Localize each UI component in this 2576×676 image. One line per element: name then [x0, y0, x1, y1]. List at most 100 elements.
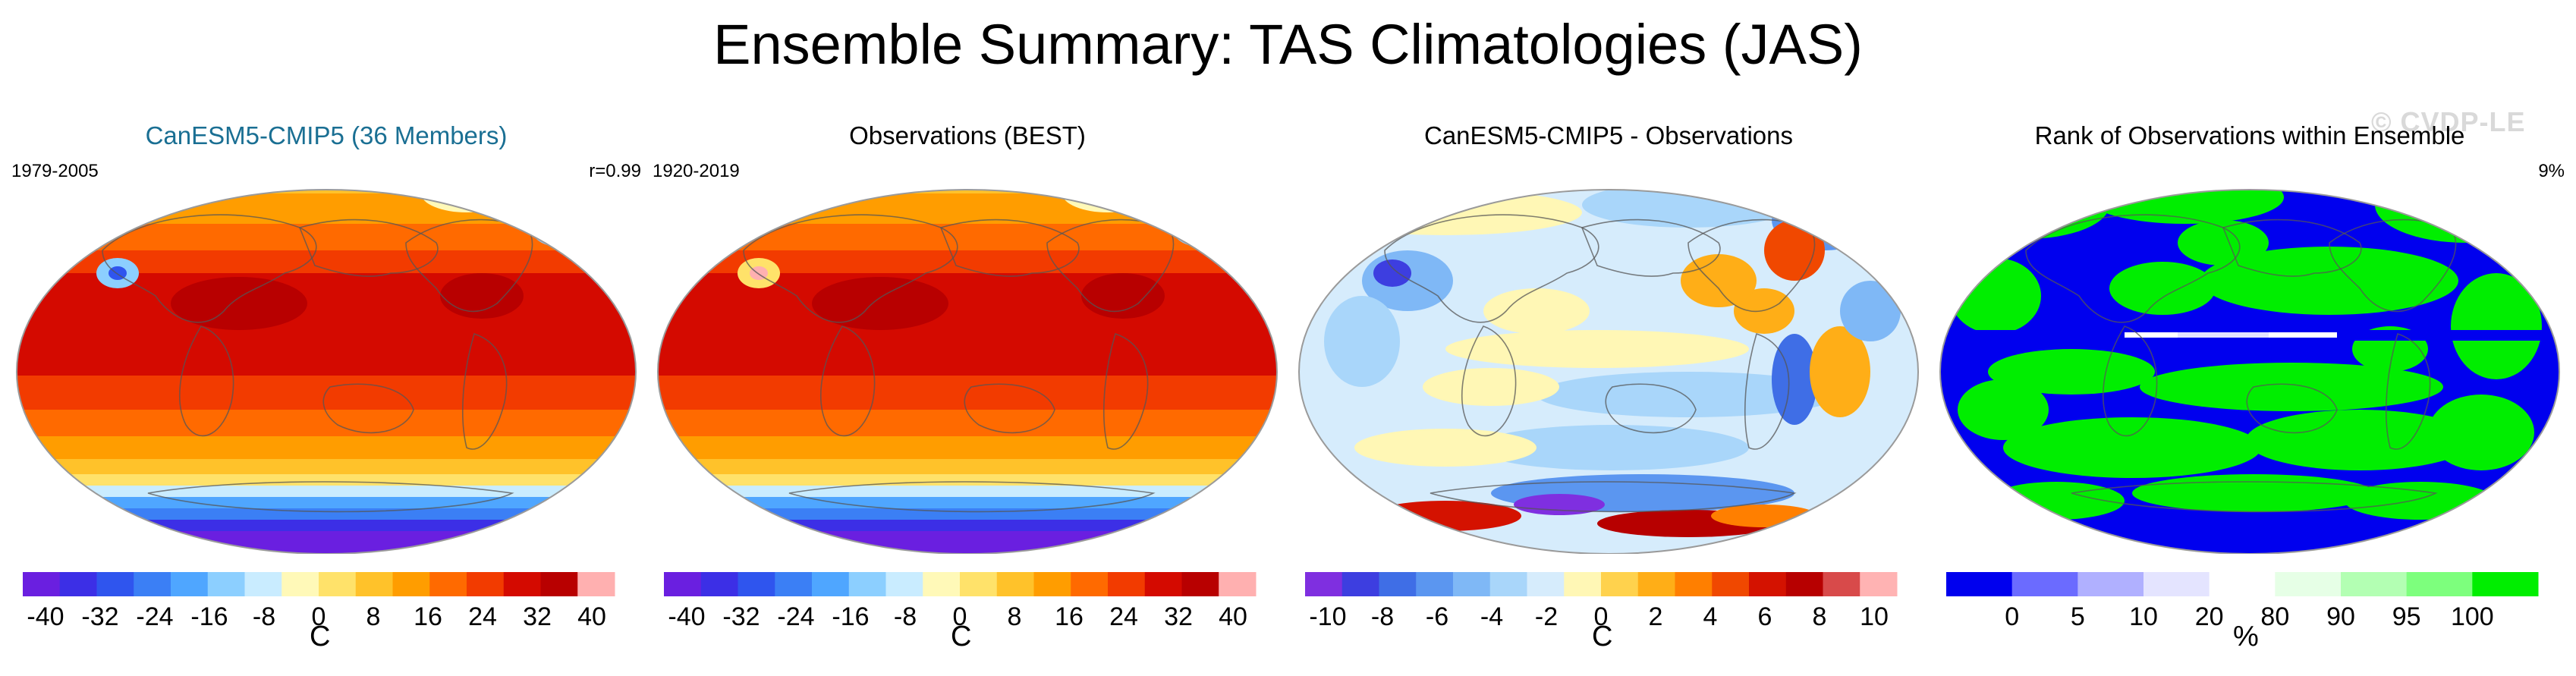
colorbar-tick-label: -16: [190, 602, 228, 631]
coastline: [405, 219, 533, 313]
colorbar-swatch: [996, 572, 1034, 596]
colorbar-tick-label: 24: [468, 602, 497, 631]
colorbar-unit: C: [951, 621, 972, 652]
colorbar-tick-label: 10: [1860, 602, 1889, 631]
colorbar-swatch: [1527, 572, 1565, 596]
colorbar-swatch: [244, 572, 282, 596]
colorbar-tick-label: -32: [81, 602, 118, 631]
colorbar: 0 5 10 20 80 90 95 100: [1946, 572, 2539, 631]
coastline: [462, 332, 508, 450]
colorbar-swatch: [2275, 572, 2342, 596]
colorbar-tick-label: 95: [2392, 602, 2421, 631]
colorbar-swatch: [1416, 572, 1454, 596]
colorbar-swatch: [1379, 572, 1417, 596]
colorbar-swatch: [1305, 572, 1343, 596]
colorbar-tick-label: 16: [1055, 602, 1084, 631]
colorbar-swatch: [1785, 572, 1823, 596]
coastline: [743, 214, 958, 323]
colorbar-swatch: [775, 572, 813, 596]
colorbar-swatch: [207, 572, 245, 596]
map-border: [15, 189, 637, 554]
map-panel: CanESM5-CMIP5 (36 Members) 1979-2005 r=0.9…: [11, 114, 641, 675]
colorbar-tick-label: 90: [2326, 602, 2355, 631]
coastline: [2222, 219, 2362, 277]
colorbar-swatch: [1675, 572, 1713, 596]
colorbar-swatch: [1033, 572, 1071, 596]
colorbar-tick-label: 40: [577, 602, 606, 631]
colorbar-unit: %: [2233, 621, 2259, 652]
colorbar-swatch: [1219, 572, 1257, 596]
colorbar-tick-label: -8: [1371, 602, 1394, 631]
colorbar-swatch: [355, 572, 393, 596]
coastline: [964, 383, 1055, 434]
colorbar-swatch: [2406, 572, 2473, 596]
colorbar-swatch: [2144, 572, 2210, 596]
coastline: [2386, 332, 2431, 450]
coastline: [322, 383, 414, 434]
colorbar-tick-label: -16: [832, 602, 869, 631]
colorbar-swatch: [1637, 572, 1675, 596]
colorbar-tick-label: 20: [2195, 602, 2224, 631]
map-border: [656, 189, 1279, 554]
stat-label: 9%: [2538, 161, 2565, 181]
colorbar-tick-label: -24: [136, 602, 173, 631]
map-panel: Observations (BEST) 1920-2019 -40 -32 -24 -16…: [653, 114, 1282, 675]
colorbar-swatch: [429, 572, 467, 596]
colorbar-tick-label: 5: [2071, 602, 2085, 631]
colorbar-unit: C: [1592, 621, 1613, 652]
colorbar-swatch: [1946, 572, 2013, 596]
coastline: [1384, 214, 1599, 323]
colorbar-swatch: [1860, 572, 1898, 596]
world-map: [656, 189, 1279, 554]
figure-title: Ensemble Summary: TAS Climatologies (JAS…: [713, 13, 1863, 76]
colorbar-swatch: [1108, 572, 1146, 596]
coastline: [102, 214, 317, 323]
world-map: [1939, 189, 2561, 554]
colorbar-tick-label: 80: [2260, 602, 2289, 631]
panel-title: CanESM5-CMIP5 - Observations: [1424, 121, 1793, 149]
colorbar-tick-label: -8: [253, 602, 275, 631]
colorbar-swatch: [2077, 572, 2144, 596]
colorbar-swatch: [134, 572, 171, 596]
coastline: [1046, 219, 1175, 313]
panel-title: Rank of Observations within Ensemble: [2034, 121, 2465, 149]
coastline: [2329, 219, 2457, 313]
colorbar-tick-label: -10: [1309, 602, 1346, 631]
colorbar-swatch: [2472, 572, 2539, 596]
colorbar-tick-label: 32: [523, 602, 552, 631]
colorbar-tick-label: -40: [668, 602, 705, 631]
colorbar-swatch: [1601, 572, 1639, 596]
colorbar-tick-label: 32: [1164, 602, 1193, 631]
colorbar-tick-label: 16: [414, 602, 442, 631]
colorbar-tick-label: 4: [1703, 602, 1718, 631]
colorbar: -10 -8 -6 -4 -2 0 2 4 6 8 10: [1305, 572, 1898, 631]
period-label: 1979-2005: [11, 161, 99, 181]
colorbar-swatch: [700, 572, 738, 596]
colorbar-swatch: [540, 572, 578, 596]
panel-title: Observations (BEST): [849, 121, 1086, 149]
colorbar-tick-label: 100: [2451, 602, 2494, 631]
colorbar-swatch: [1823, 572, 1860, 596]
colorbar-swatch: [848, 572, 886, 596]
coastline: [179, 325, 234, 437]
colorbar-swatch: [1181, 572, 1219, 596]
colorbar-swatch: [319, 572, 357, 596]
world-map: [1297, 189, 1920, 554]
stat-label: r=0.99: [589, 161, 641, 181]
coastline: [1687, 219, 1816, 313]
colorbar-tick-label: 0: [2005, 602, 2019, 631]
colorbar-tick-label: 8: [366, 602, 381, 631]
colorbar-tick-label: 0: [953, 602, 967, 631]
coastline: [788, 481, 1156, 513]
colorbar-tick-label: -24: [777, 602, 814, 631]
coastline: [1103, 332, 1149, 450]
colorbar-swatch: [2209, 572, 2276, 596]
colorbar-swatch: [2341, 572, 2408, 596]
colorbar-tick-label: 2: [1649, 602, 1663, 631]
colorbar-swatch: [738, 572, 775, 596]
map-panel: Rank of Observations within Ensemble 9% 0 5…: [1935, 114, 2565, 675]
colorbar-swatch: [2011, 572, 2078, 596]
coastline: [2025, 214, 2241, 323]
colorbar-unit: C: [310, 621, 331, 652]
period-label: 1920-2019: [653, 161, 740, 181]
